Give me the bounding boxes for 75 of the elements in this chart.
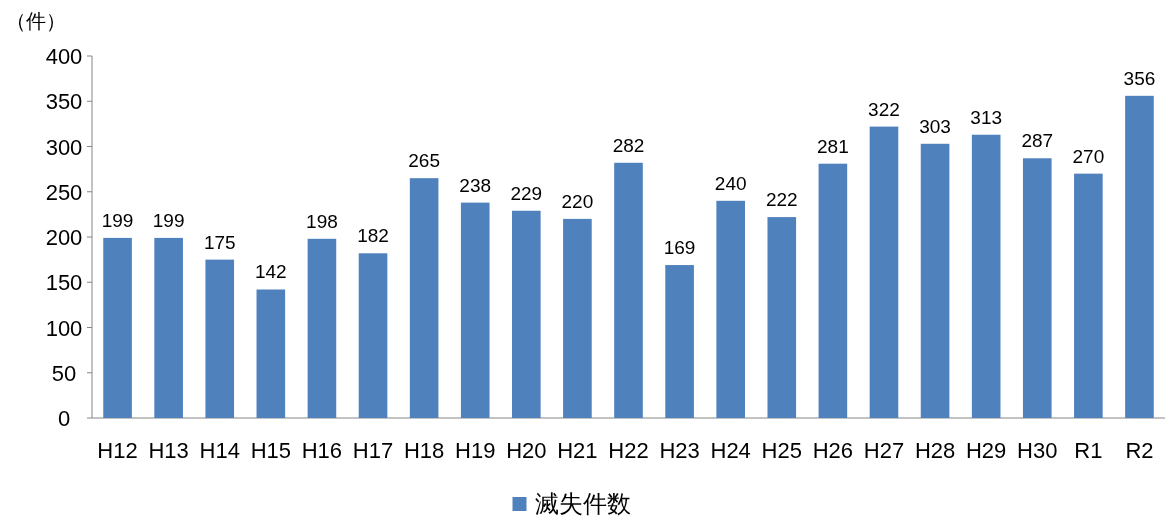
x-tick-label: H30 (1017, 438, 1058, 463)
data-label: 182 (357, 225, 389, 247)
bar (1125, 95, 1154, 418)
data-label: 282 (612, 134, 645, 156)
x-tick-label: H21 (557, 438, 598, 463)
data-label: 238 (459, 174, 492, 196)
data-label: 169 (663, 237, 696, 259)
bar (1074, 173, 1103, 418)
x-tick-label: H19 (455, 438, 496, 463)
bar (512, 210, 541, 418)
bar (205, 259, 235, 418)
legend-label: 滅失件数 (534, 490, 631, 517)
y-tick-label: 50 (51, 360, 77, 386)
x-tick-label: H20 (506, 438, 547, 463)
x-tick-label: H17 (352, 438, 394, 463)
bar (869, 126, 899, 418)
x-tick-label: H25 (761, 438, 802, 463)
x-tick-label: H23 (659, 438, 700, 463)
bar (767, 217, 797, 418)
bar (460, 202, 490, 418)
bar (256, 289, 286, 418)
y-tick-label: 150 (45, 270, 83, 296)
x-tick-label: R1 (1074, 438, 1103, 463)
data-label: 220 (561, 190, 594, 212)
data-label: 287 (1021, 130, 1054, 152)
x-tick-label: H28 (914, 438, 956, 463)
x-tick-label: H14 (199, 438, 240, 463)
y-tick-label: 300 (45, 134, 83, 160)
data-label: 240 (714, 172, 747, 194)
x-tick-label: H13 (148, 438, 189, 463)
bar (614, 162, 643, 418)
data-label: 229 (510, 182, 543, 204)
y-tick-label: 200 (45, 225, 83, 250)
x-tick-label: H26 (812, 438, 854, 463)
y-tick-label: 0 (57, 406, 71, 431)
data-label: 313 (970, 106, 1003, 128)
data-label: 199 (101, 209, 134, 231)
data-label: 198 (306, 210, 338, 232)
y-axis-title: （件） (6, 10, 66, 32)
data-label: 175 (203, 231, 236, 253)
data-label: 303 (919, 115, 951, 137)
bar (716, 200, 745, 418)
x-tick-label: H24 (710, 438, 751, 463)
bar (358, 253, 388, 418)
bar (307, 238, 337, 418)
data-label: 265 (408, 150, 440, 172)
bar (665, 265, 694, 418)
x-tick-label: H18 (403, 438, 445, 463)
data-label: 281 (817, 135, 849, 157)
bar (920, 143, 950, 418)
y-tick-label: 250 (45, 179, 83, 205)
bar (103, 237, 132, 418)
bar (1022, 158, 1052, 418)
x-tick-label: H15 (250, 438, 292, 463)
滅失件数: 199 199 175 142 198 182 265 238 229 220 282 169 240 222 281 322 303 313 287 270 356 (101, 67, 1156, 418)
data-label: 222 (765, 189, 798, 211)
y-tick-label: 100 (45, 315, 83, 341)
bar (154, 237, 183, 418)
x-tick-label: R2 (1125, 438, 1154, 463)
x-tick-label: H27 (863, 438, 905, 463)
bar (409, 178, 439, 418)
y-tick-label: 400 (45, 44, 83, 69)
data-label: 199 (152, 209, 185, 231)
bar (818, 163, 848, 418)
bar (971, 134, 1001, 418)
x-tick-label: H22 (608, 438, 649, 463)
data-label: 270 (1072, 145, 1105, 167)
data-label: 356 (1123, 67, 1156, 89)
y-tick-label: 350 (45, 89, 83, 115)
data-label: 142 (254, 261, 287, 283)
bar (563, 218, 592, 418)
x-tick-label: H16 (301, 438, 343, 463)
x-tick-label: H29 (965, 438, 1007, 463)
x-tick-label: H12 (97, 438, 138, 463)
data-label: 322 (868, 98, 900, 120)
